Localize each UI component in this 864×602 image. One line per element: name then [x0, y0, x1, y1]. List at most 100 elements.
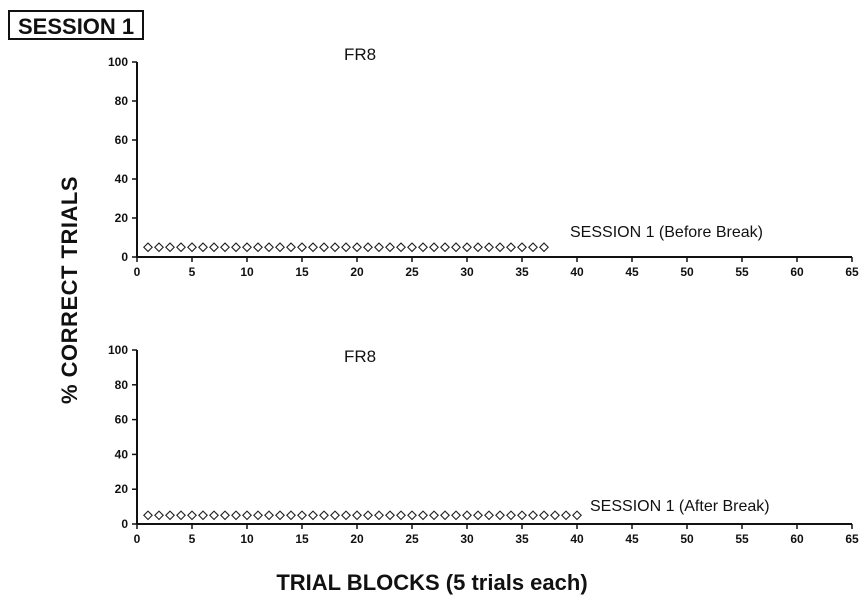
x-tick-label: 45 — [625, 265, 639, 279]
y-tick-label: 100 — [108, 55, 128, 69]
legend-entry: SESSION 1 (After Break) — [590, 498, 770, 515]
x-tick-label: 55 — [735, 265, 749, 279]
x-tick-label: 5 — [189, 532, 196, 546]
data-point — [451, 510, 461, 521]
data-point — [451, 242, 461, 253]
x-tick-label: 60 — [790, 532, 804, 546]
data-point — [330, 242, 340, 253]
data-point — [539, 242, 549, 253]
x-tick-label: 30 — [460, 265, 474, 279]
panel-2: 0 20 40 60 80 100 0 5 10 15 20 25 30 35 40 45 50 55 60 65 FR… — [108, 343, 859, 546]
data-point — [517, 242, 527, 253]
data-point — [176, 242, 186, 253]
y-tick-label: 20 — [115, 482, 129, 496]
data-point — [418, 242, 428, 253]
data-point — [528, 510, 538, 521]
data-point — [385, 242, 395, 253]
data-point — [462, 242, 472, 253]
data-point — [275, 510, 285, 521]
data-point — [165, 242, 175, 253]
data-point — [396, 510, 406, 521]
data-point — [484, 242, 494, 253]
data-point — [253, 510, 263, 521]
x-tick-label: 15 — [295, 532, 309, 546]
data-point — [341, 510, 351, 521]
data-point — [220, 242, 230, 253]
data-point — [418, 510, 428, 521]
data-point — [187, 242, 197, 253]
data-point — [363, 510, 373, 521]
data-point — [539, 510, 549, 521]
data-point — [198, 242, 208, 253]
data-point — [385, 510, 395, 521]
y-tick-label: 60 — [115, 413, 129, 427]
panel-1: 0 20 40 60 80 100 0 5 10 15 20 25 30 35 40 45 50 55 60 65 FR… — [108, 45, 859, 279]
panel-title: FR8 — [344, 45, 376, 64]
y-tick-label: 0 — [121, 250, 128, 264]
data-point — [506, 242, 516, 253]
x-tick-label: 45 — [625, 532, 639, 546]
data-point — [242, 510, 252, 521]
x-axis-label: TRIAL BLOCKS (5 trials each) — [276, 570, 588, 595]
x-tick-label: 10 — [240, 265, 254, 279]
data-point — [550, 510, 560, 521]
data-point — [286, 242, 296, 253]
data-point — [297, 510, 307, 521]
data-point — [484, 510, 494, 521]
data-point — [440, 242, 450, 253]
data-point — [143, 242, 153, 253]
x-tick-label: 5 — [189, 265, 196, 279]
x-tick-label: 60 — [790, 265, 804, 279]
data-point — [517, 510, 527, 521]
y-tick-label: 60 — [115, 133, 129, 147]
data-point — [231, 510, 241, 521]
data-point — [495, 242, 505, 253]
x-tick-label: 0 — [134, 532, 141, 546]
x-tick-label: 15 — [295, 265, 309, 279]
data-point — [231, 242, 241, 253]
data-point — [506, 510, 516, 521]
y-tick-label: 80 — [115, 94, 129, 108]
data-point — [561, 510, 571, 521]
data-point — [528, 242, 538, 253]
data-point — [374, 242, 384, 253]
data-point — [264, 242, 274, 253]
y-tick-label: 0 — [121, 517, 128, 531]
data-point — [352, 242, 362, 253]
x-tick-label: 40 — [570, 265, 584, 279]
data-point — [242, 242, 252, 253]
data-point — [572, 510, 582, 521]
x-tick-label: 40 — [570, 532, 584, 546]
data-point — [473, 242, 483, 253]
session-label: SESSION 1 — [8, 10, 145, 40]
data-point — [154, 242, 164, 253]
data-point — [319, 242, 329, 253]
data-point — [429, 242, 439, 253]
data-point — [154, 510, 164, 521]
data-point — [495, 510, 505, 521]
data-point — [363, 242, 373, 253]
data-point — [407, 242, 417, 253]
data-point — [264, 510, 274, 521]
data-point — [308, 242, 318, 253]
x-tick-label: 65 — [845, 532, 859, 546]
x-tick-label: 25 — [405, 532, 419, 546]
data-point — [440, 510, 450, 521]
data-point — [286, 510, 296, 521]
y-tick-label: 100 — [108, 343, 128, 357]
data-point — [429, 510, 439, 521]
data-point — [341, 242, 351, 253]
y-tick-label: 40 — [115, 172, 129, 186]
panel-title: FR8 — [344, 347, 376, 366]
data-point — [297, 242, 307, 253]
data-point — [462, 510, 472, 521]
x-tick-label: 65 — [845, 265, 859, 279]
data-point — [275, 242, 285, 253]
data-point — [319, 510, 329, 521]
data-point — [407, 510, 417, 521]
data-point — [187, 510, 197, 521]
data-point — [396, 242, 406, 253]
data-point — [143, 510, 153, 521]
